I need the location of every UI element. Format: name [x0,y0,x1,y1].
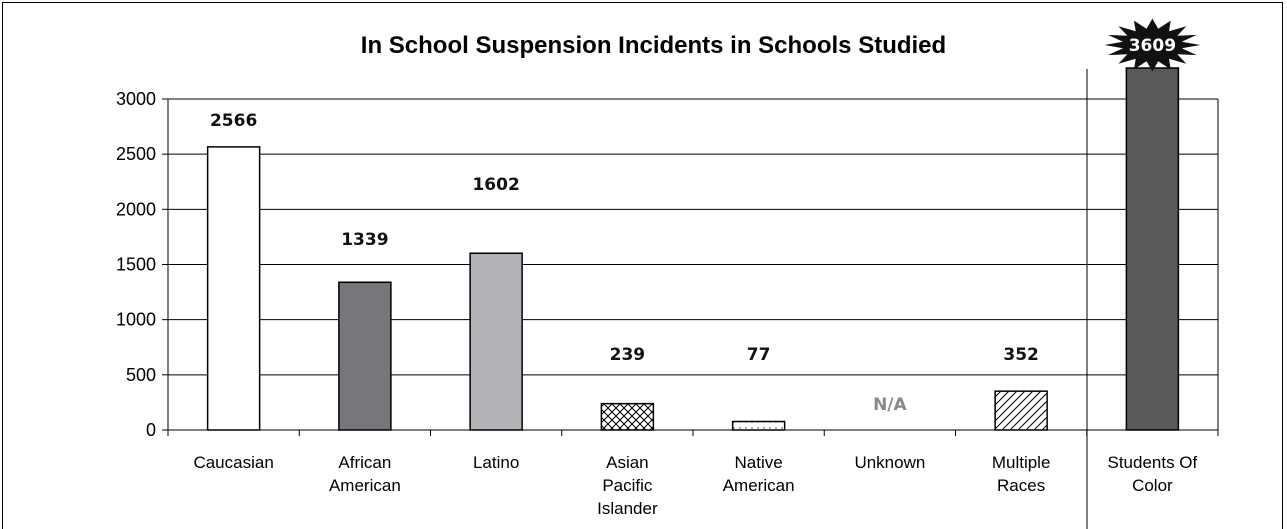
data-label: 2566 [210,111,257,131]
x-category-label: Multiple Races [992,453,1051,495]
chart-title: In School Suspension Incidents in School… [360,32,947,59]
y-tick-label: 2000 [116,199,156,219]
y-tick-label: 500 [126,365,156,385]
bars [206,67,1180,431]
y-tick-label: 0 [146,420,156,440]
y-tick-label: 3000 [116,89,156,109]
data-label: N/A [873,395,907,415]
data-labels: 2566 1339 1602 239 77 N/A 352 3609 [210,18,1201,415]
x-category-label: Latino [473,453,519,472]
bar [469,252,523,431]
y-tick-label: 1000 [116,310,156,330]
data-label: 77 [747,345,771,365]
bar [994,390,1048,431]
data-label: 239 [610,345,646,365]
y-tick-label: 2500 [116,144,156,164]
grid-lines [168,98,1218,376]
x-category-label: Caucasian [193,453,273,472]
starburst-callout [1104,18,1201,72]
bar [731,420,786,431]
x-category-label: Native American [723,453,795,495]
axes: 0 500 1000 1500 2000 2500 3000 Caucasian African… [116,69,1219,529]
bar [600,402,655,431]
bar [206,146,261,431]
bar [338,281,392,431]
x-category-label: African American [329,453,401,495]
data-label: 352 [1003,345,1039,365]
data-label: 1602 [472,175,519,195]
x-category-label: Asian Pacific Islander [597,453,658,518]
data-label: 3609 [1129,36,1176,56]
data-label: 1339 [341,230,388,250]
bar [1125,67,1180,431]
x-category-label: Students Of Color [1107,453,1197,495]
y-tick-label: 1500 [116,255,156,275]
x-category-label: Unknown [854,453,925,472]
